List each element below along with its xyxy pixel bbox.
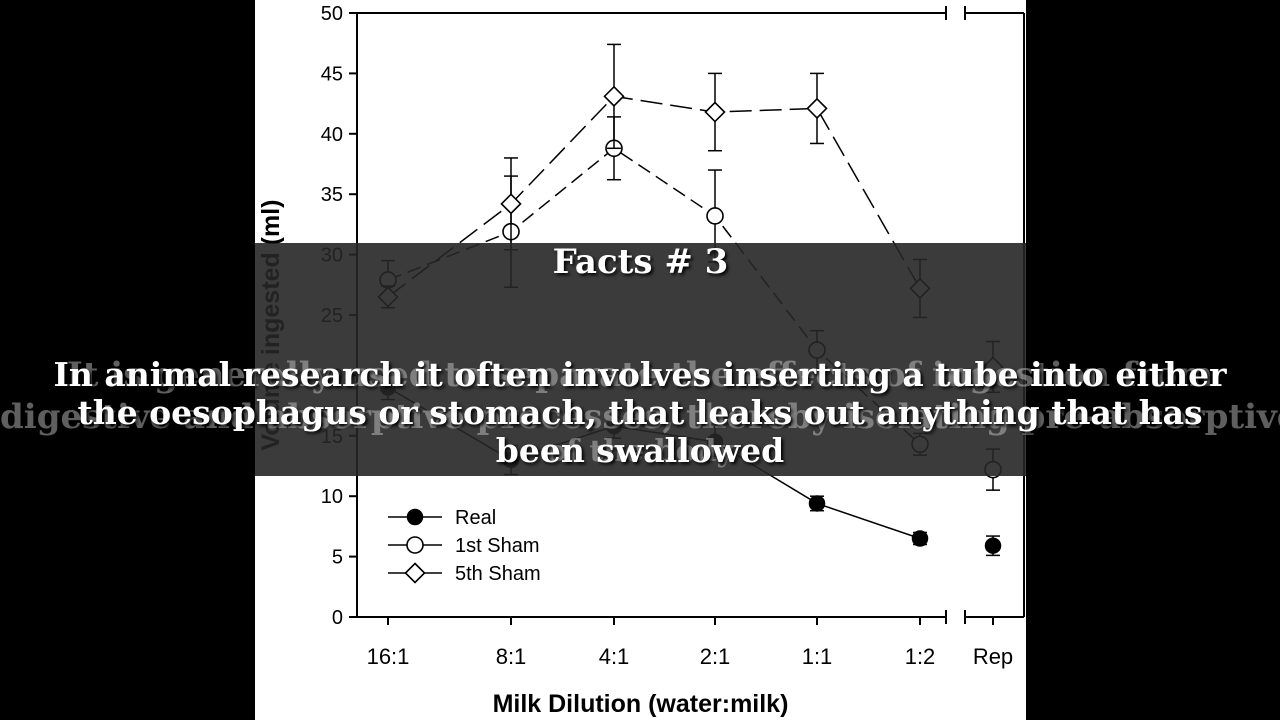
ghost-text-line-2: digestive and absorptive processes, ther… [0, 397, 1280, 437]
ghost-text-line-3: of the body [546, 434, 734, 469]
y-tick-label: 10 [321, 486, 343, 508]
data-point [603, 85, 625, 107]
x-tick-label: 4:1 [599, 644, 630, 669]
legend-label: 1st Sham [455, 535, 539, 557]
legend-label: Real [455, 507, 496, 529]
y-tick-label: 50 [321, 3, 343, 25]
series-line [387, 95, 921, 298]
overlay-band [255, 243, 1026, 476]
facts-title: Facts # 3 [552, 242, 729, 282]
y-tick-label: 0 [332, 607, 343, 629]
fact-body: In animal research it often involves ins… [53, 355, 1227, 470]
data-point [500, 193, 522, 215]
y-tick-label: 40 [321, 124, 343, 146]
x-tick-label: 2:1 [700, 644, 731, 669]
ghost-text-line-1: It is generally used to separate the eff… [66, 355, 1214, 395]
legend: Real 1st Sham 5th Sham [388, 507, 541, 585]
data-point [704, 101, 726, 123]
x-tick-label: 1:1 [802, 644, 833, 669]
data-point [984, 537, 1002, 554]
y-tick-label: 35 [321, 184, 343, 206]
x-tick-label: 1:2 [905, 644, 936, 669]
y-tick-label: 45 [321, 63, 343, 85]
legend-label: 5th Sham [455, 563, 541, 585]
y-tick-label: 5 [332, 547, 343, 569]
data-point [806, 97, 828, 120]
x-tick-label: 16:1 [367, 644, 410, 669]
data-point [911, 530, 929, 547]
legend-marker [404, 562, 426, 584]
x-tick-label: 8:1 [496, 644, 527, 669]
data-point [706, 207, 724, 225]
data-point [808, 495, 826, 512]
legend-marker [406, 536, 424, 554]
x-axis-title: Milk Dilution (water:milk) [493, 690, 789, 718]
legend-marker [406, 508, 424, 526]
x-tick-label: Rep [973, 644, 1013, 669]
